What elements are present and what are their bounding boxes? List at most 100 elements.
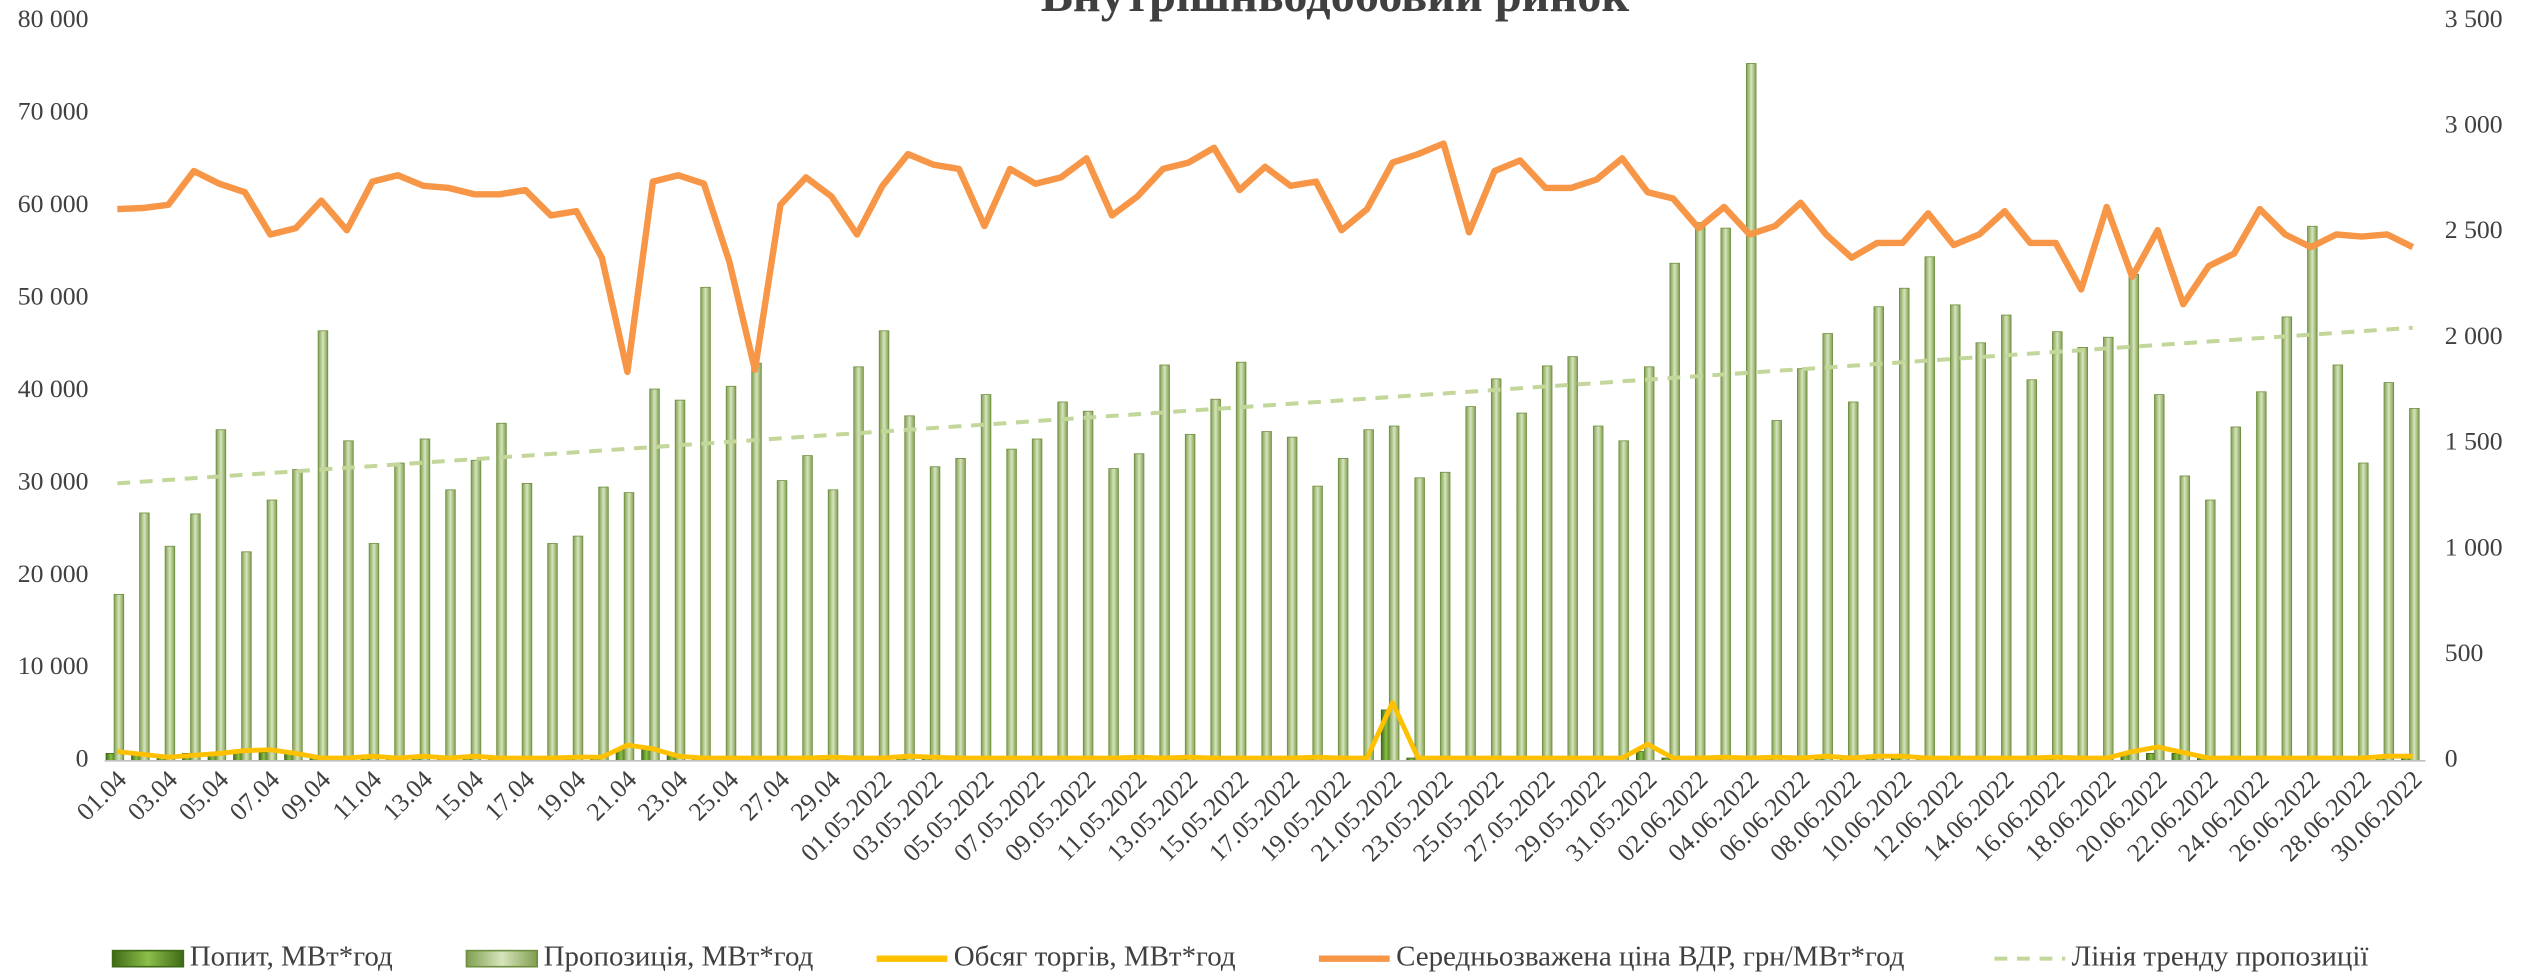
supply-bar — [1975, 342, 1986, 762]
x-tick-label: 23.04 — [632, 765, 694, 827]
y2-tick-label: 1 500 — [2445, 427, 2503, 456]
trend-line — [117, 325, 2413, 486]
supply-bar — [674, 399, 686, 762]
supply-bar — [1873, 306, 1884, 762]
supply-bar — [547, 543, 558, 762]
supply-bar — [164, 545, 176, 762]
supply-bar — [1490, 378, 1502, 762]
supply-bar — [1924, 256, 1935, 762]
legend-label: Обсяг торгів, МВт*год — [954, 940, 1236, 972]
supply-bar — [2154, 394, 2165, 762]
supply-bar — [2001, 314, 2012, 762]
supply-bar — [419, 438, 431, 762]
y2-tick-label: 1 000 — [2445, 532, 2503, 561]
price-line — [117, 140, 2415, 376]
chart-title: Внутрішньодобовий ринок — [1041, 0, 1630, 22]
supply-bar — [1337, 457, 1349, 762]
supply-bar — [1797, 368, 1808, 762]
supply-bar — [623, 492, 635, 762]
supply-bar — [2026, 379, 2038, 762]
supply-bar — [929, 466, 941, 762]
x-tick-label: 11.04 — [326, 765, 387, 826]
x-tick-label: 17.04 — [479, 765, 541, 827]
supply-bar — [1261, 431, 1272, 762]
y-tick-label: 20 000 — [18, 559, 89, 588]
supply-bar — [1720, 227, 1731, 762]
x-tick-label: 19.04 — [530, 765, 592, 827]
supply-bar — [853, 366, 864, 762]
supply-bar — [1669, 262, 1680, 762]
volume-line — [117, 700, 2413, 761]
supply-bar — [572, 535, 584, 762]
supply-bar — [2332, 364, 2344, 762]
supply-bar — [1363, 429, 1374, 762]
supply-bar — [113, 593, 125, 762]
x-tick-label: 13.04 — [377, 765, 439, 827]
legend-label: Пропозиція, МВт*год — [544, 940, 814, 972]
supply-bar — [2179, 475, 2191, 762]
y2-tick-label: 0 — [2445, 744, 2458, 773]
supply-bar — [317, 330, 329, 762]
supply-bar — [1057, 401, 1068, 762]
supply-bar — [1848, 401, 1859, 762]
supply-bar — [1592, 425, 1604, 762]
supply-bar — [139, 512, 150, 762]
supply-bar — [190, 513, 201, 762]
supply-bar — [2077, 347, 2089, 762]
legend-swatch — [111, 949, 185, 968]
supply-bar — [904, 415, 915, 762]
supply-bar — [1567, 356, 1578, 762]
y-tick-label: 40 000 — [18, 374, 89, 403]
supply-bar — [700, 286, 711, 762]
supply-bar — [751, 362, 762, 762]
legend-label: Середньозважена ціна ВДР, грн/МВт*год — [1396, 940, 1905, 972]
supply-bar — [1541, 365, 1553, 762]
y2-tick-label: 3 500 — [2445, 4, 2503, 33]
supply-bar — [827, 489, 839, 762]
y-tick-label: 50 000 — [18, 281, 89, 310]
y-tick-label: 30 000 — [18, 466, 89, 495]
x-tick-label: 09.04 — [275, 765, 337, 827]
supply-bar — [1439, 471, 1451, 762]
legend-swatch — [465, 949, 539, 968]
x-tick-label: 25.04 — [683, 765, 745, 827]
supply-bar — [2205, 499, 2216, 762]
supply-bar — [292, 469, 303, 762]
supply-bar — [343, 440, 354, 762]
supply-bar — [215, 429, 227, 762]
supply-bar — [241, 551, 252, 762]
supply-bar — [2409, 408, 2420, 762]
y-tick-label: 70 000 — [18, 96, 89, 125]
y-tick-label: 10 000 — [18, 651, 89, 680]
supply-bar — [2307, 225, 2318, 762]
supply-bar — [2383, 382, 2395, 762]
supply-bar — [1694, 222, 1706, 762]
y2-tick-label: 2 000 — [2445, 321, 2503, 350]
legend-label: Попит, МВт*год — [190, 940, 393, 972]
supply-bar — [445, 489, 456, 762]
y2-tick-label: 3 000 — [2445, 110, 2503, 139]
supply-bar — [1822, 333, 1833, 762]
supply-bar — [2256, 391, 2267, 762]
x-tick-label: 03.04 — [122, 765, 184, 827]
supply-bar — [2052, 331, 2063, 762]
legend: Попит, МВт*год Пропозиція, МВт*год Обсяг т… — [111, 940, 2369, 972]
x-tick-label: 15.04 — [428, 765, 490, 827]
y2-tick-label: 2 500 — [2445, 215, 2503, 244]
y2-tick-label: 500 — [2445, 638, 2484, 667]
supply-bar — [1031, 438, 1043, 762]
supply-bar — [1516, 412, 1527, 762]
supply-bar — [1899, 287, 1910, 762]
plot-area — [105, 63, 2420, 762]
supply-bar — [1235, 361, 1247, 762]
x-tick-label: 01.04 — [71, 765, 133, 827]
legend-label: Лінія тренду пропозиції — [2072, 940, 2369, 972]
supply-bar — [2128, 273, 2140, 762]
supply-bar — [1210, 398, 1221, 762]
supply-bar — [980, 394, 992, 762]
y-tick-label: 0 — [76, 744, 89, 773]
supply-bar — [1643, 366, 1655, 762]
supply-bar — [1159, 364, 1170, 762]
y-tick-label: 60 000 — [18, 189, 89, 218]
x-tick-label: 21.04 — [581, 765, 643, 827]
